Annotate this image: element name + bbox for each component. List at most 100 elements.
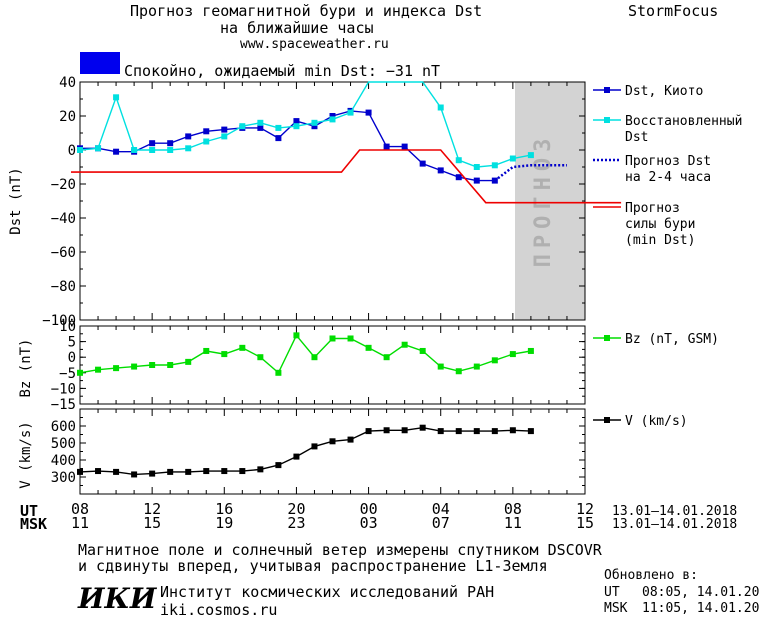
dst-ytick-label: 40 <box>59 75 76 91</box>
bz-ytick-label: −10 <box>51 381 76 397</box>
data-point-v-0 <box>383 427 390 434</box>
v-ytick-label: 600 <box>51 419 76 435</box>
legend-label-line: V (km/s) <box>625 414 688 429</box>
data-point-dst-1 <box>167 147 174 153</box>
data-point-dst-0 <box>257 124 264 131</box>
data-point-v-0 <box>95 468 102 475</box>
legend-marker-1 <box>604 117 610 123</box>
data-point-bz-0 <box>491 357 498 364</box>
data-point-dst-1 <box>293 123 300 130</box>
series-line-v-0 <box>79 426 531 476</box>
data-point-bz-0 <box>365 344 372 351</box>
legend-label-line: (min Dst) <box>625 233 695 248</box>
status-text: Спокойно, ожидаемый min Dst: −31 nT <box>124 62 441 80</box>
data-point-dst-1 <box>311 119 318 126</box>
data-point-bz-0 <box>455 368 462 375</box>
ut-tick-label: 12 <box>576 500 595 518</box>
legend-label-4: Bz (nT, GSM) <box>625 332 719 347</box>
data-point-bz-0 <box>149 362 156 368</box>
footer-note-line2: и сдвинуты вперед, учитывая распростране… <box>78 557 548 575</box>
data-point-dst-1 <box>239 123 246 130</box>
data-point-v-0 <box>365 428 372 435</box>
data-point-v-0 <box>185 468 192 475</box>
data-point-v-0 <box>239 468 246 475</box>
data-point-dst-1 <box>185 145 192 152</box>
updated-ut-label: UT <box>604 585 620 600</box>
data-point-dst-1 <box>437 104 444 111</box>
dst-ytick-label: −80 <box>51 279 76 295</box>
data-point-dst-1 <box>509 155 516 162</box>
data-point-bz-0 <box>509 351 516 358</box>
data-point-v-0 <box>509 427 516 434</box>
data-point-dst-1 <box>527 152 534 159</box>
data-point-dst-1 <box>455 157 462 164</box>
updated-msk-label: MSK <box>604 601 628 616</box>
data-point-bz-0 <box>527 347 534 354</box>
data-point-v-0 <box>473 428 480 435</box>
legend-label-line: Прогноз <box>625 201 680 216</box>
v-ytick-label: 400 <box>51 453 76 469</box>
data-point-v-0 <box>113 468 120 475</box>
data-point-dst-1 <box>347 109 354 116</box>
ut-date-range: 13.01–14.01.2018 <box>612 504 738 519</box>
site-url[interactable]: www.spaceweather.ru <box>240 37 389 52</box>
iki-logo: ИКИ <box>78 582 157 615</box>
data-point-v-0 <box>149 470 156 477</box>
ut-tick-label: 00 <box>359 500 378 518</box>
msk-tick-label: 15 <box>576 514 595 532</box>
data-point-dst-0 <box>365 109 372 116</box>
data-point-dst-1 <box>131 147 138 153</box>
data-point-v-0 <box>221 468 228 475</box>
status-color-box <box>80 52 120 74</box>
data-point-bz-0 <box>113 365 120 372</box>
data-point-bz-0 <box>329 335 336 342</box>
data-point-dst-0 <box>149 140 156 147</box>
data-point-v-0 <box>203 468 210 475</box>
legend-label-line: силы бури <box>625 217 695 232</box>
series-line-dst-3 <box>71 149 622 204</box>
data-point-dst-0 <box>329 113 336 119</box>
data-point-dst-0 <box>437 167 444 174</box>
dst-ytick-label: −100 <box>42 313 76 329</box>
data-point-bz-0 <box>95 366 102 373</box>
legend-label-0: Dst, Киото <box>625 84 703 99</box>
data-point-dst-0 <box>455 174 462 181</box>
data-point-dst-0 <box>275 135 282 142</box>
data-point-v-0 <box>419 424 426 431</box>
data-point-dst-1 <box>95 145 102 152</box>
data-point-v-0 <box>131 471 138 478</box>
footer-note-line1: Магнитное поле и солнечный ветер измерен… <box>78 541 602 559</box>
legend-label-1: Восстановленный Dst <box>625 114 742 145</box>
series-line-dst-1 <box>79 81 532 168</box>
msk-tick-label: 23 <box>287 514 306 532</box>
title-line2: на ближайшие часы <box>220 19 374 37</box>
data-point-bz-0 <box>311 354 318 361</box>
brand-name: StormFocus <box>628 2 719 20</box>
dst-panel: 40 20 0 −20 −40 −60 −80 −100 Dst (nT) <box>8 75 622 329</box>
data-point-bz-0 <box>221 351 228 358</box>
data-point-bz-0 <box>293 332 300 339</box>
dst-ytick-label: −20 <box>51 177 76 193</box>
data-point-bz-0 <box>437 363 444 370</box>
data-point-dst-0 <box>473 177 480 184</box>
data-point-dst-1 <box>491 162 498 169</box>
legend-marker-5 <box>604 417 610 423</box>
data-point-dst-1 <box>77 147 83 153</box>
legend-label-5: V (km/s) <box>625 414 688 429</box>
legend-label-line: Прогноз Dst <box>625 154 711 169</box>
msk-date-range: 13.01–14.01.2018 <box>612 517 738 532</box>
institute-site[interactable]: iki.cosmos.ru <box>160 601 278 619</box>
msk-tick-label: 19 <box>215 514 234 532</box>
data-point-v-0 <box>491 428 498 435</box>
updated-ut-value: 08:05, 14.01.2018 <box>642 585 760 600</box>
legend-label-line: Восстановленный <box>625 114 742 129</box>
legend-label-line: Dst <box>625 130 648 145</box>
data-point-bz-0 <box>167 362 174 368</box>
data-point-bz-0 <box>185 358 192 365</box>
data-point-v-0 <box>293 453 300 460</box>
data-point-dst-0 <box>221 126 228 133</box>
data-point-bz-0 <box>383 354 390 361</box>
data-point-v-0 <box>167 468 174 475</box>
